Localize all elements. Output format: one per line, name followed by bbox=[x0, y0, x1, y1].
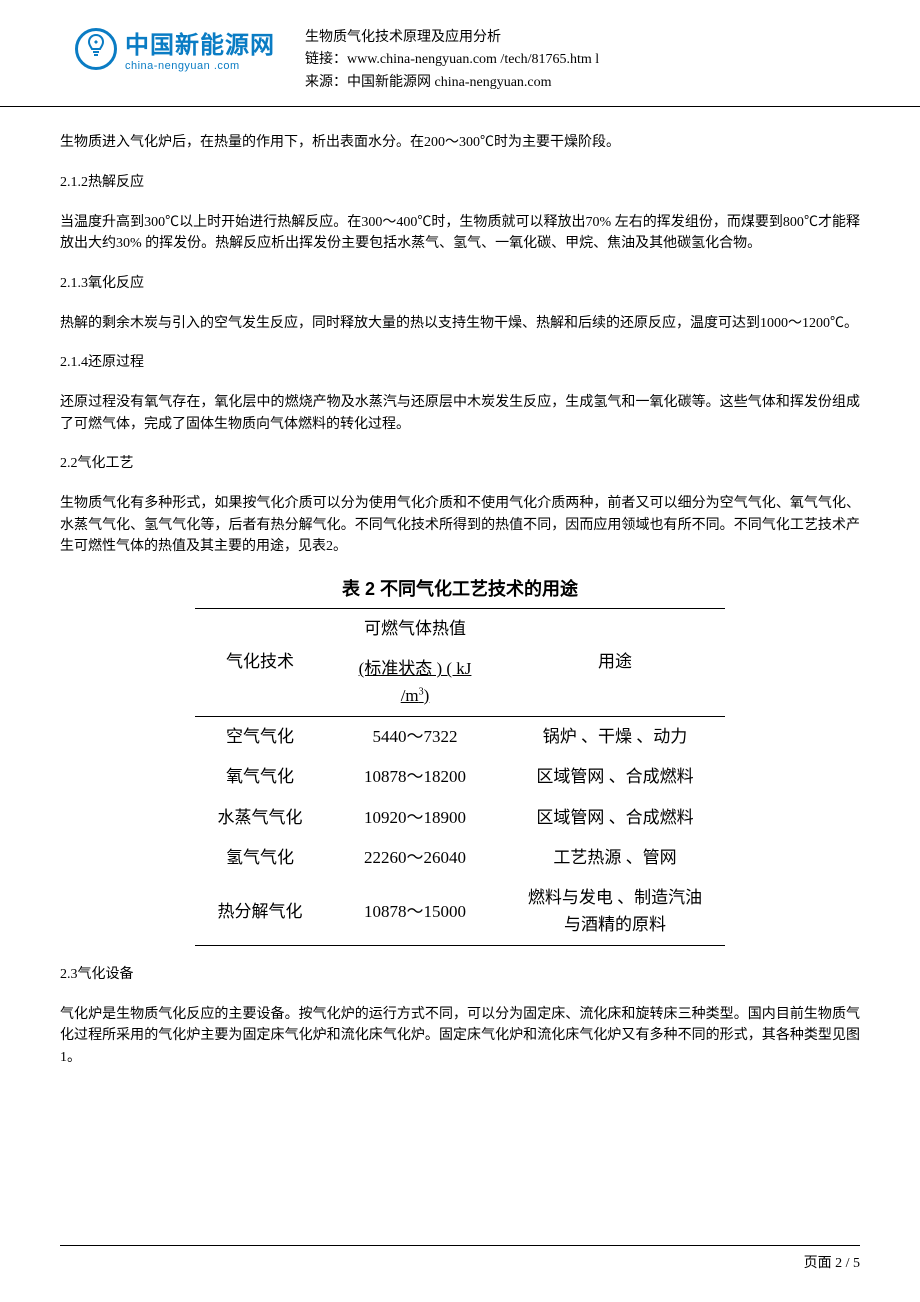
header-meta: 生物质气化技术原理及应用分析 链接：www.china-nengyuan.com… bbox=[305, 25, 599, 94]
logo-subtitle: china-nengyuan .com bbox=[125, 60, 275, 72]
paragraph-212: 当温度升高到300℃以上时开始进行热解反应。在300～400℃时，生物质就可以释… bbox=[60, 212, 860, 255]
cell-use: 工艺热源 、管网 bbox=[505, 838, 725, 878]
link-label: 链接： bbox=[305, 52, 347, 67]
paragraph-214: 还原过程没有氧气存在，氧化层中的燃烧产物及水蒸汽与还原层中木炭发生反应，生成氢气… bbox=[60, 392, 860, 435]
table-row: 空气气化 5440～7322 锅炉 、干燥 、动力 bbox=[195, 717, 725, 758]
source-value: 中国新能源网 china-nengyuan.com bbox=[347, 75, 552, 90]
document-source-line: 来源：中国新能源网 china-nengyuan.com bbox=[305, 72, 599, 94]
page-header: 中国新能源网 china-nengyuan .com 生物质气化技术原理及应用分… bbox=[0, 0, 920, 107]
col-header-heat-line1: 可燃气体热值 bbox=[325, 609, 505, 650]
cell-range: 5440～7322 bbox=[325, 717, 505, 758]
col-header-tech: 气化技术 bbox=[195, 609, 325, 717]
heading-23: 2.3气化设备 bbox=[60, 964, 860, 986]
cell-tech: 水蒸气气化 bbox=[195, 798, 325, 838]
bulb-icon bbox=[86, 33, 106, 65]
table-header-row: 气化技术 可燃气体热值 用途 bbox=[195, 609, 725, 650]
cell-use: 锅炉 、干燥 、动力 bbox=[505, 717, 725, 758]
paragraph-22: 生物质气化有多种形式，如果按气化介质可以分为使用气化介质和不使用气化介质两种，前… bbox=[60, 493, 860, 558]
cell-use: 区域管网 、合成燃料 bbox=[505, 757, 725, 797]
table-row: 氢气气化 22260～26040 工艺热源 、管网 bbox=[195, 838, 725, 878]
table-2: 气化技术 可燃气体热值 用途 (标准状态 ) ( kJ /m3) 空气气化 54… bbox=[195, 608, 725, 946]
unit-prefix: (标准状态 ) ( kJ /m bbox=[359, 659, 472, 704]
document-title: 生物质气化技术原理及应用分析 bbox=[305, 27, 599, 49]
heading-22: 2.2气化工艺 bbox=[60, 453, 860, 475]
cell-use: 区域管网 、合成燃料 bbox=[505, 798, 725, 838]
document-link-line: 链接：www.china-nengyuan.com /tech/81765.ht… bbox=[305, 49, 599, 71]
link-value: www.china-nengyuan.com /tech/81765.htm l bbox=[347, 52, 599, 67]
page-footer: 页面 2 / 5 bbox=[60, 1245, 860, 1272]
paragraph-23: 气化炉是生物质气化反应的主要设备。按气化炉的运行方式不同，可以分为固定床、流化床… bbox=[60, 1004, 860, 1069]
source-label: 来源： bbox=[305, 75, 347, 90]
heading-212: 2.1.2热解反应 bbox=[60, 172, 860, 194]
cell-use: 燃料与发电 、制造汽油与酒精的原料 bbox=[505, 878, 725, 945]
table-row: 水蒸气气化 10920～18900 区域管网 、合成燃料 bbox=[195, 798, 725, 838]
col-header-heat-line2: (标准状态 ) ( kJ /m3) bbox=[325, 649, 505, 716]
paragraph-intro: 生物质进入气化炉后，在热量的作用下，析出表面水分。在200～300℃时为主要干燥… bbox=[60, 132, 860, 154]
table-row: 热分解气化 10878～15000 燃料与发电 、制造汽油与酒精的原料 bbox=[195, 878, 725, 945]
cell-tech: 空气气化 bbox=[195, 717, 325, 758]
cell-tech: 氧气气化 bbox=[195, 757, 325, 797]
cell-range: 10878～15000 bbox=[325, 878, 505, 945]
heading-214: 2.1.4还原过程 bbox=[60, 352, 860, 374]
cell-tech: 热分解气化 bbox=[195, 878, 325, 945]
table-2-block: 表 2 不同气化工艺技术的用途 气化技术 可燃气体热值 用途 (标准状态 ) (… bbox=[195, 576, 725, 946]
logo-icon bbox=[75, 28, 117, 70]
cell-range: 10920～18900 bbox=[325, 798, 505, 838]
cell-range: 10878～18200 bbox=[325, 757, 505, 797]
table-2-wrap: 表 2 不同气化工艺技术的用途 气化技术 可燃气体热值 用途 (标准状态 ) (… bbox=[60, 576, 860, 946]
cell-range: 22260～26040 bbox=[325, 838, 505, 878]
site-logo: 中国新能源网 china-nengyuan .com bbox=[75, 25, 275, 72]
cell-tech: 氢气气化 bbox=[195, 838, 325, 878]
document-content: 生物质进入气化炉后，在热量的作用下，析出表面水分。在200～300℃时为主要干燥… bbox=[0, 132, 920, 1069]
heading-213: 2.1.3氧化反应 bbox=[60, 273, 860, 295]
unit-suffix: ) bbox=[424, 686, 430, 705]
col-header-use: 用途 bbox=[505, 609, 725, 717]
table-row: 氧气气化 10878～18200 区域管网 、合成燃料 bbox=[195, 757, 725, 797]
logo-text-block: 中国新能源网 china-nengyuan .com bbox=[125, 25, 275, 72]
logo-title: 中国新能源网 bbox=[125, 25, 275, 60]
page-number: 页面 2 / 5 bbox=[804, 1256, 860, 1271]
paragraph-213: 热解的剩余木炭与引入的空气发生反应，同时释放大量的热以支持生物干燥、热解和后续的… bbox=[60, 313, 860, 335]
table-2-caption: 表 2 不同气化工艺技术的用途 bbox=[195, 576, 725, 604]
